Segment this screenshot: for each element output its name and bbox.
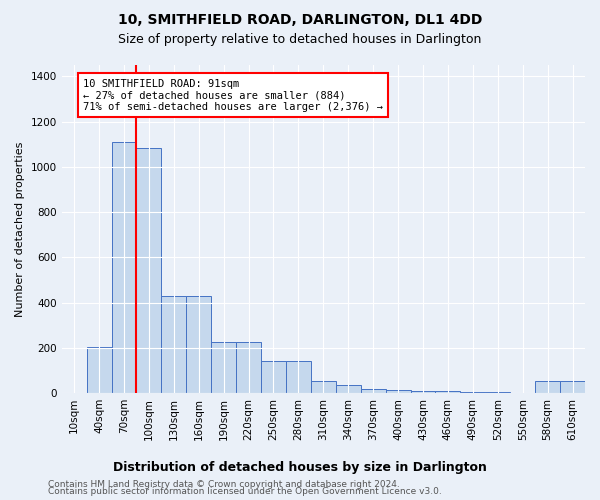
Bar: [560, 380, 585, 393]
Bar: [261, 362, 286, 393]
Bar: [286, 362, 311, 393]
Text: 10, SMITHFIELD ROAD, DARLINGTON, DL1 4DD: 10, SMITHFIELD ROAD, DARLINGTON, DL1 4DD: [118, 12, 482, 26]
Bar: [386, 390, 410, 393]
Text: Distribution of detached houses by size in Darlington: Distribution of detached houses by size …: [113, 461, 487, 474]
Text: 10 SMITHFIELD ROAD: 91sqm
← 27% of detached houses are smaller (884)
71% of semi: 10 SMITHFIELD ROAD: 91sqm ← 27% of detac…: [83, 78, 383, 112]
Bar: [410, 391, 436, 393]
Bar: [436, 391, 460, 393]
Text: Contains HM Land Registry data © Crown copyright and database right 2024.: Contains HM Land Registry data © Crown c…: [48, 480, 400, 489]
Bar: [186, 296, 211, 393]
Text: Size of property relative to detached houses in Darlington: Size of property relative to detached ho…: [118, 32, 482, 46]
Bar: [535, 380, 560, 393]
Y-axis label: Number of detached properties: Number of detached properties: [15, 142, 25, 317]
Bar: [460, 392, 485, 393]
Bar: [336, 385, 361, 393]
Bar: [211, 342, 236, 393]
Bar: [86, 346, 112, 393]
Bar: [311, 380, 336, 393]
Text: Contains public sector information licensed under the Open Government Licence v3: Contains public sector information licen…: [48, 487, 442, 496]
Bar: [485, 392, 510, 393]
Bar: [112, 142, 136, 393]
Bar: [236, 342, 261, 393]
Bar: [136, 148, 161, 393]
Bar: [161, 296, 186, 393]
Bar: [361, 388, 386, 393]
